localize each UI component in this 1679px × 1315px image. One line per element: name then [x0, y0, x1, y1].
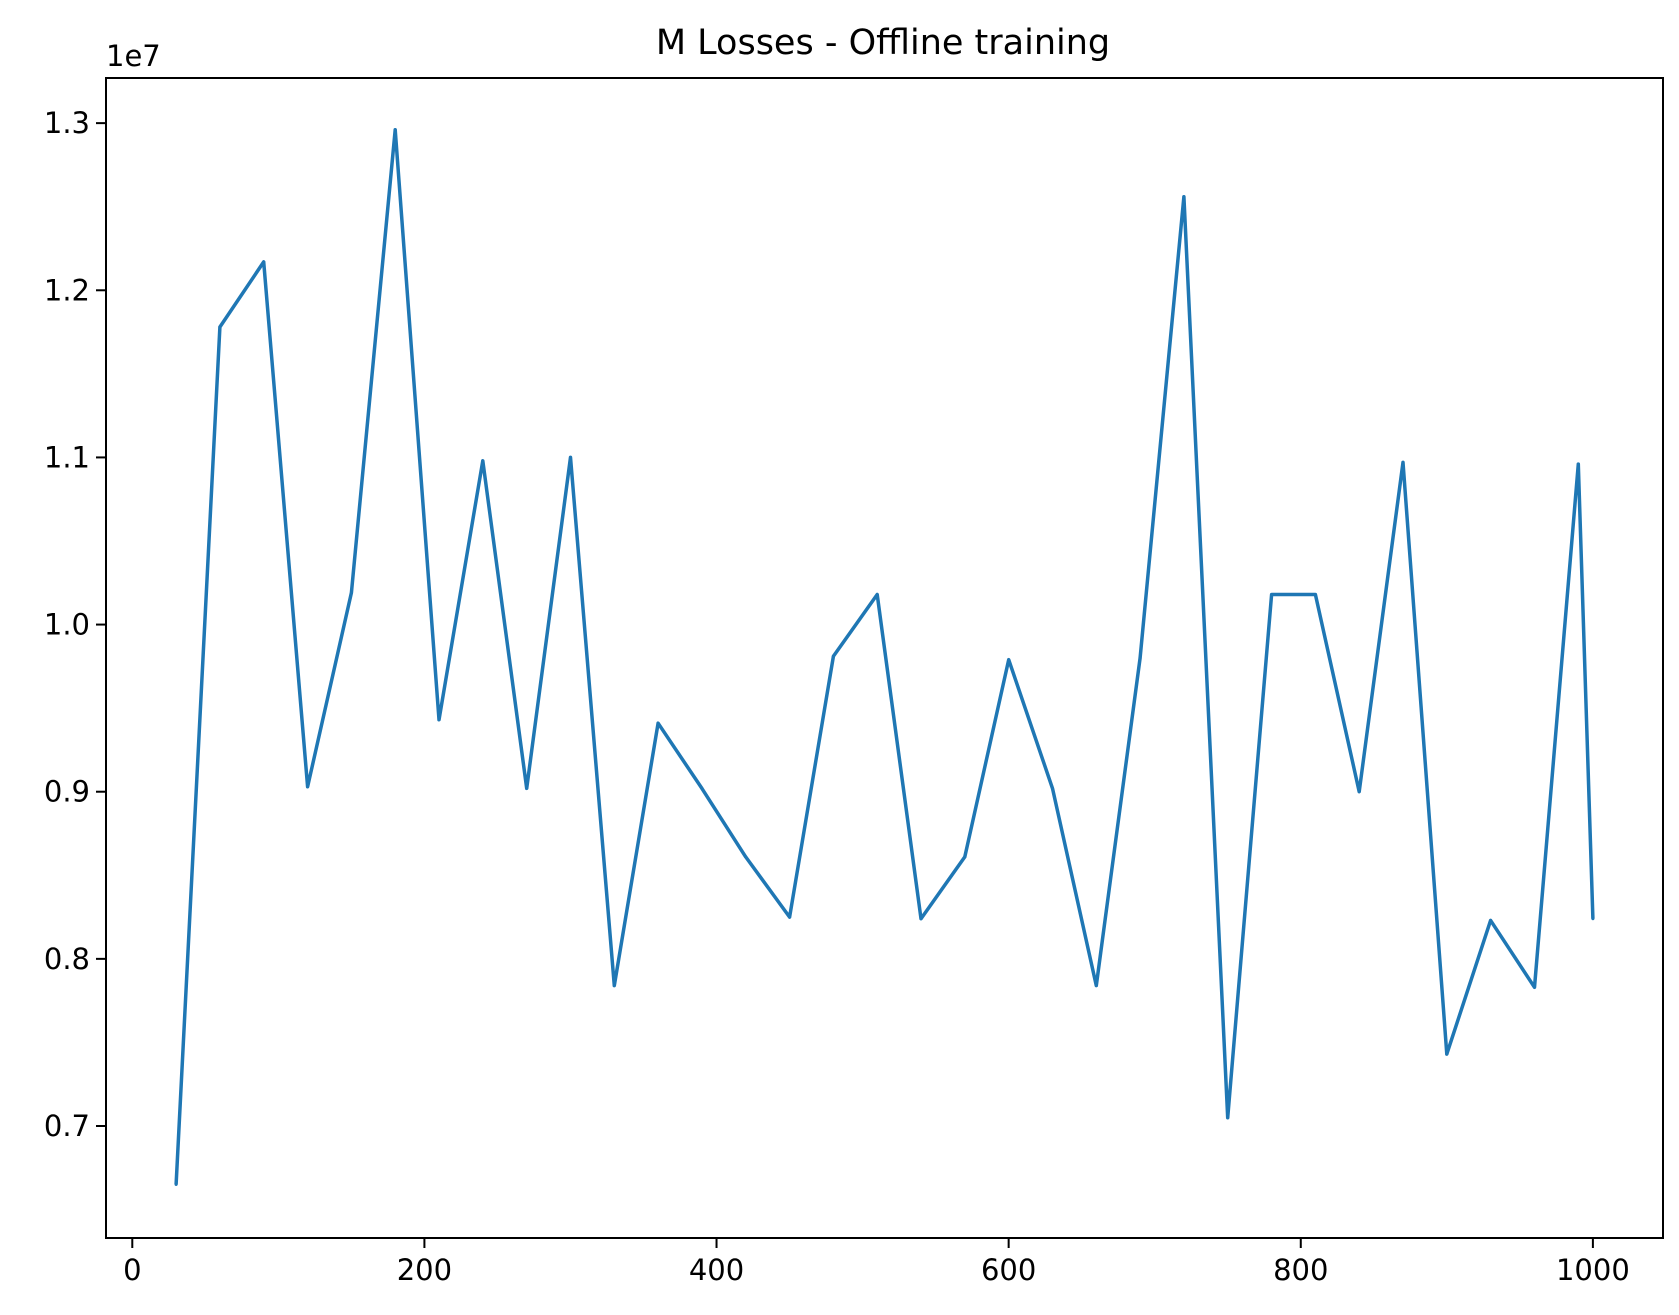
y-tick-label: 0.7 — [44, 1109, 90, 1143]
data-point — [1182, 195, 1186, 199]
plot-area-frame — [105, 77, 1664, 1239]
data-point — [1094, 984, 1098, 988]
data-point — [1445, 1052, 1449, 1056]
data-point — [393, 128, 397, 132]
y-tick-label: 1.3 — [44, 106, 90, 140]
x-tick-label: 200 — [397, 1253, 452, 1287]
data-point — [1138, 656, 1142, 660]
data-point — [612, 984, 616, 988]
y-tick-label: 0.9 — [44, 775, 90, 809]
series-layer — [174, 128, 1595, 1186]
y-axis-ticks: 0.7 0.8 0.9 1.0 1.1 1.2 1.3 — [44, 106, 106, 1143]
data-point — [1401, 460, 1405, 464]
data-point — [1489, 918, 1493, 922]
data-point — [525, 786, 529, 790]
data-point — [569, 455, 572, 459]
y-tick-label: 1.1 — [44, 440, 90, 474]
y-axis-offset-label: 1e7 — [106, 39, 161, 73]
data-point — [919, 917, 923, 921]
data-point — [306, 785, 310, 789]
y-tick-label: 1.2 — [44, 273, 90, 307]
data-point — [437, 718, 441, 722]
y-tick-label: 1.0 — [44, 608, 90, 642]
data-point — [788, 915, 792, 919]
data-point — [1591, 917, 1595, 921]
data-point — [262, 260, 266, 264]
data-point — [1270, 593, 1274, 596]
x-axis-ticks: 0 200 400 600 800 1000 — [123, 1238, 1630, 1287]
data-point — [1533, 985, 1536, 989]
data-point — [1051, 786, 1054, 790]
data-point — [174, 1183, 178, 1186]
x-tick-label: 400 — [689, 1253, 744, 1287]
data-point — [1007, 658, 1011, 662]
x-tick-label: 0 — [123, 1253, 141, 1287]
chart-title: M Losses - Offline training — [656, 23, 1110, 63]
data-point — [349, 591, 353, 595]
data-point — [744, 855, 748, 859]
data-point — [963, 855, 967, 859]
x-tick-label: 600 — [981, 1253, 1036, 1287]
data-point — [481, 459, 485, 463]
data-point — [218, 325, 222, 329]
data-point — [700, 786, 704, 790]
data-point — [656, 721, 660, 725]
data-point — [1576, 462, 1580, 466]
data-point — [875, 593, 879, 596]
data-point — [1357, 790, 1361, 794]
data-point — [1313, 593, 1317, 596]
x-tick-label: 1000 — [1556, 1253, 1630, 1287]
data-point — [831, 654, 835, 658]
data-point — [1226, 1116, 1230, 1120]
x-tick-label: 800 — [1273, 1253, 1328, 1287]
series-line — [174, 128, 1595, 1185]
y-tick-label: 0.8 — [44, 942, 90, 976]
